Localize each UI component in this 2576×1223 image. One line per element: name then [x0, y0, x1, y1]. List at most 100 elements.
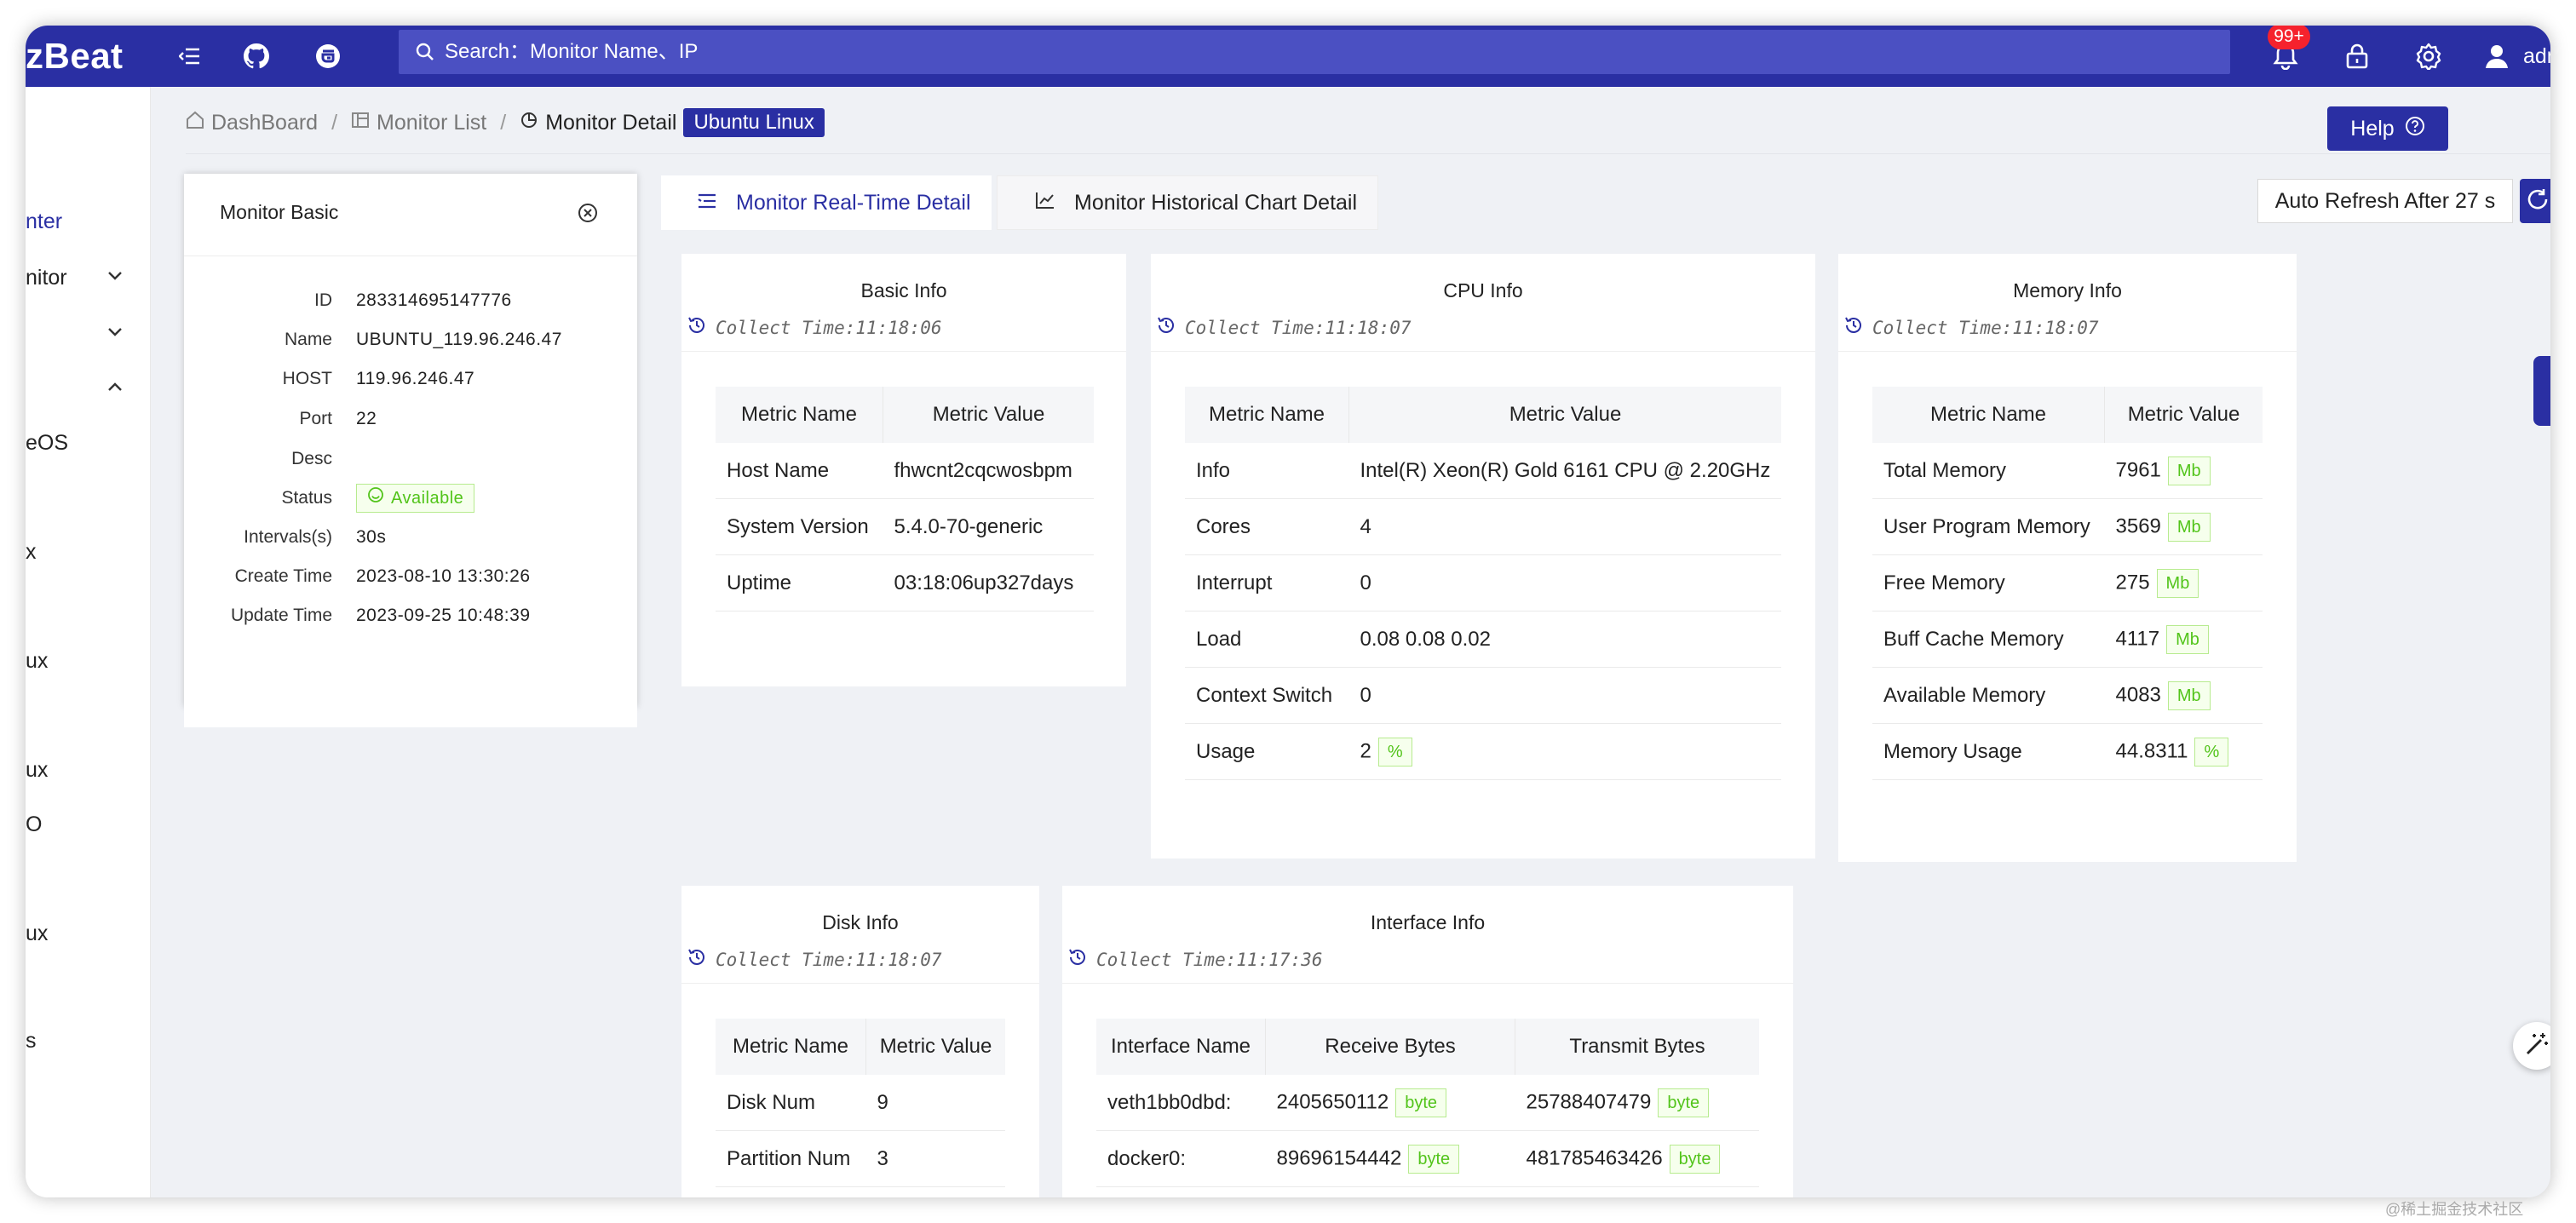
- basic-value: 2023-08-10 13:30:26: [356, 566, 531, 586]
- unit-tag: Mb: [2167, 680, 2211, 710]
- breadcrumb-monitor-detail-label: Monitor Detail: [545, 110, 677, 135]
- github-icon[interactable]: [235, 26, 278, 87]
- metric-value-cell: 7961 Mb: [2104, 443, 2263, 499]
- metric-value: 4: [1348, 498, 1781, 555]
- cpu-info-table: Metric Name Metric Value Info Intel(R) Xeo…: [1185, 387, 1781, 780]
- table-row: veth1bb0dbd: 2405650112 byte 25788407479 b…: [1096, 1075, 1759, 1131]
- magic-wand-button[interactable]: [2513, 1022, 2550, 1070]
- sidebar-item-center[interactable]: nter: [26, 210, 63, 233]
- header-divider: [186, 153, 2550, 154]
- username[interactable]: adm: [2523, 44, 2550, 68]
- interface-info-table: Interface Name Receive Bytes Transmit Byte…: [1096, 1019, 1759, 1187]
- tab-historical-chart[interactable]: Monitor Historical Chart Detail: [997, 175, 1378, 230]
- chevron-down-icon[interactable]: [107, 327, 123, 337]
- table-row: Load 0.08 0.08 0.02: [1185, 611, 1781, 668]
- close-circle-icon[interactable]: [578, 203, 598, 223]
- table-row: Total Memory 7961 Mb: [1872, 443, 2263, 499]
- collect-time: Collect Time:11:18:07: [1843, 315, 2099, 340]
- sidebar-item-eos[interactable]: eOS: [26, 431, 69, 455]
- table-row: System Version 5.4.0-70-generic: [716, 498, 1094, 555]
- basic-row-create-time: Create Time 2023-08-10 13:30:26: [184, 557, 637, 596]
- tab-realtime-detail[interactable]: Monitor Real-Time Detail: [661, 175, 992, 230]
- collect-time-text: Collect Time:11:18:06: [716, 317, 942, 338]
- menu-fold-icon[interactable]: [169, 26, 211, 87]
- collect-time-text: Collect Time:11:17:36: [1096, 949, 1323, 970]
- collect-time-text: Collect Time:11:18:07: [716, 949, 942, 970]
- table-row: docker0: 89696154442 byte 481785463426 byt…: [1096, 1130, 1759, 1187]
- list-icon: [351, 111, 370, 135]
- sidebar-item-ux-1[interactable]: ux: [26, 649, 49, 673]
- sidebar-item-ux-3[interactable]: ux: [26, 922, 49, 945]
- metric-value: 275: [2115, 570, 2150, 594]
- breadcrumb-monitor-list[interactable]: Monitor List: [351, 111, 486, 135]
- basic-value: 2023-09-25 10:48:39: [356, 606, 531, 625]
- column-header: Receive Bytes: [1265, 1019, 1515, 1075]
- collect-time-text: Collect Time:11:18:07: [1185, 317, 1412, 338]
- breadcrumb-monitor-list-label: Monitor List: [377, 110, 487, 135]
- basic-value: 119.96.246.47: [356, 369, 475, 388]
- metric-name: Usage: [1185, 723, 1349, 780]
- unit-tag: byte: [1658, 1088, 1710, 1117]
- table-header-row: Interface Name Receive Bytes Transmit Byte…: [1096, 1019, 1759, 1075]
- metric-value-cell: 2%: [1348, 723, 1781, 780]
- metric-value: 44.8311: [2115, 738, 2188, 762]
- metric-value: 4117: [2115, 626, 2160, 650]
- breadcrumb: DashBoard / Monitor List / Monitor Detai…: [186, 106, 825, 140]
- card-divider: [681, 983, 1039, 984]
- column-header: Metric Value: [865, 1019, 1005, 1075]
- column-header: Metric Value: [2104, 387, 2263, 443]
- app-logo[interactable]: zBeat: [26, 36, 124, 76]
- basic-row-status: Status Available: [184, 479, 637, 518]
- basic-key: Port: [299, 409, 332, 428]
- basic-key: HOST: [282, 369, 332, 388]
- history-clock-icon: [1067, 947, 1088, 972]
- refresh-button[interactable]: [2520, 179, 2550, 223]
- lock-icon[interactable]: [2336, 26, 2378, 87]
- basic-value: 30s: [356, 527, 387, 547]
- sidebar-item-ux-2[interactable]: ux: [26, 758, 49, 782]
- search-input[interactable]: [443, 39, 2065, 65]
- sidebar-item-monitor[interactable]: nitor: [26, 266, 67, 290]
- gear-icon[interactable]: [2407, 26, 2450, 87]
- gitee-icon[interactable]: [307, 26, 349, 87]
- sidebar-item-s[interactable]: s: [26, 1029, 37, 1053]
- breadcrumb-monitor-detail: Monitor Detail: [520, 111, 676, 135]
- metric-value: 3569: [2115, 514, 2161, 537]
- app-window: zBeat 99+ adm nter: [26, 26, 2550, 1197]
- auto-refresh-button[interactable]: Auto Refresh After 27 s: [2257, 179, 2513, 223]
- card-title: Basic Info: [860, 279, 947, 301]
- card-divider: [681, 351, 1126, 352]
- metric-value-cell: 4117 Mb: [2104, 611, 2263, 668]
- table-row: Interrupt 0: [1185, 554, 1781, 612]
- sidebar-item-o[interactable]: O: [26, 812, 43, 836]
- unit-tag: Mb: [2166, 624, 2209, 654]
- smile-icon: [367, 486, 384, 510]
- metric-name: User Program Memory: [1872, 498, 2105, 555]
- metric-name: Total Memory: [1872, 443, 2105, 499]
- sidebar-item-x[interactable]: x: [26, 540, 37, 564]
- help-button[interactable]: Help: [2327, 106, 2448, 151]
- transmit-bytes-cell: 25788407479 byte: [1515, 1075, 1759, 1131]
- metric-name: Memory Usage: [1872, 723, 2105, 780]
- collect-time-text: Collect Time:11:18:07: [1872, 317, 2099, 338]
- breadcrumb-dashboard[interactable]: DashBoard: [186, 111, 318, 135]
- interface-info-card: Interface Info Collect Time:11:17:36 Int…: [1062, 886, 1793, 1197]
- memory-info-card: Memory Info Collect Time:11:18:07 Metric…: [1838, 254, 2297, 862]
- chevron-up-icon[interactable]: [107, 382, 123, 392]
- card-title: Disk Info: [822, 911, 899, 933]
- chevron-down-icon[interactable]: [107, 271, 123, 281]
- metric-value: 4083: [2115, 682, 2161, 706]
- settings-drawer-handle[interactable]: [2533, 356, 2550, 426]
- receive-bytes: 89696154442: [1276, 1145, 1402, 1169]
- tab-history-label: Monitor Historical Chart Detail: [1074, 190, 1358, 215]
- tab-realtime-label: Monitor Real-Time Detail: [736, 190, 971, 215]
- basic-value: UBUNTU_119.96.246.47: [356, 330, 562, 349]
- user-avatar-icon[interactable]: [2475, 26, 2518, 87]
- table-row: Partition Num 3: [716, 1130, 1005, 1187]
- basic-info-card: Basic Info Collect Time:11:18:06 Metric …: [681, 254, 1126, 686]
- table-row: Cores 4: [1185, 498, 1781, 555]
- metric-name: Available Memory: [1872, 667, 2105, 724]
- basic-value: 283314695147776: [356, 290, 512, 310]
- metric-name: Buff Cache Memory: [1872, 611, 2105, 668]
- cpu-info-card: CPU Info Collect Time:11:18:07 Metric Na…: [1151, 254, 1815, 858]
